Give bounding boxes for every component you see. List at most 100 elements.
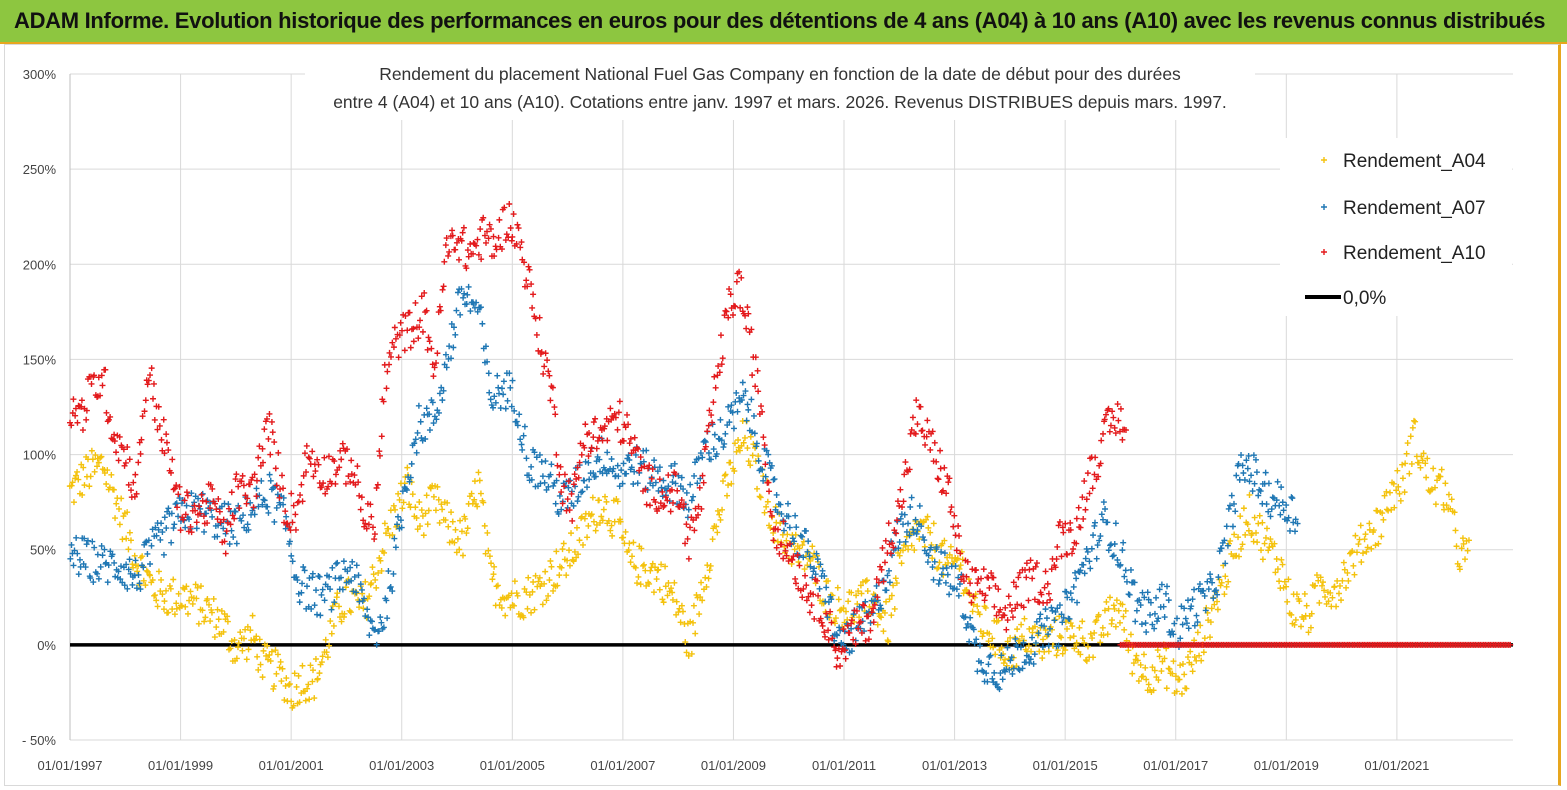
data-point [634, 480, 641, 487]
data-point [1170, 631, 1177, 638]
data-point [1014, 601, 1021, 608]
data-point [571, 548, 578, 555]
data-point [299, 662, 306, 669]
data-point [383, 385, 390, 392]
data-point [1233, 472, 1240, 479]
data-point [575, 493, 582, 500]
data-point [881, 609, 888, 616]
data-point [293, 574, 300, 581]
data-point [218, 607, 225, 614]
data-point [1092, 454, 1099, 461]
data-point [173, 605, 180, 612]
data-point [761, 442, 768, 449]
data-point [140, 577, 147, 584]
data-point [1187, 648, 1194, 655]
data-point [1137, 661, 1144, 668]
data-point [273, 504, 280, 511]
data-point [312, 468, 319, 475]
data-point [327, 586, 334, 593]
data-point [392, 544, 399, 551]
data-point [315, 461, 322, 468]
y-tick-label: - 50% [22, 733, 56, 748]
data-point [1218, 545, 1225, 552]
data-point [1229, 523, 1236, 530]
data-point [488, 560, 495, 567]
data-point [1044, 580, 1051, 587]
data-point [172, 501, 179, 508]
data-point [665, 483, 672, 490]
data-point [1240, 470, 1247, 477]
data-point [436, 519, 443, 526]
data-point [242, 626, 249, 633]
data-point [124, 509, 131, 516]
data-point [327, 618, 334, 625]
data-point [946, 551, 953, 558]
data-point [922, 441, 929, 448]
data-point [426, 427, 433, 434]
data-point [916, 536, 923, 543]
data-point [1162, 590, 1169, 597]
data-point [348, 457, 355, 464]
data-point [521, 585, 528, 592]
data-point [999, 676, 1006, 683]
data-point [930, 576, 937, 583]
data-point [661, 502, 668, 509]
data-point [454, 535, 461, 542]
data-point [963, 573, 970, 580]
data-point [259, 674, 266, 681]
data-point [442, 517, 449, 524]
data-point [1269, 494, 1276, 501]
data-point [490, 404, 497, 411]
data-point [546, 577, 553, 584]
data-point [1151, 667, 1158, 674]
data-point [835, 596, 842, 603]
data-point [852, 640, 859, 647]
data-point [821, 629, 828, 636]
data-point [544, 357, 551, 364]
data-point [988, 570, 995, 577]
data-point [899, 504, 906, 511]
data-point [1058, 634, 1065, 641]
data-point [514, 592, 521, 599]
data-point [985, 638, 992, 645]
data-point [1386, 489, 1393, 496]
data-point [205, 601, 212, 608]
data-point [518, 239, 525, 246]
data-point [921, 537, 928, 544]
data-point [724, 492, 731, 499]
data-point [264, 503, 271, 510]
data-point [1327, 589, 1334, 596]
data-point [1251, 514, 1258, 521]
data-point [176, 495, 183, 502]
data-point [727, 459, 734, 466]
data-point [1259, 556, 1266, 563]
data-point [360, 605, 367, 612]
data-point [239, 472, 246, 479]
y-tick-label: 0% [37, 638, 56, 653]
data-point [799, 533, 806, 540]
data-point [910, 529, 917, 536]
data-point [1395, 483, 1402, 490]
data-point [414, 429, 421, 436]
data-point [1171, 620, 1178, 627]
data-point [905, 520, 912, 527]
data-point [1045, 590, 1052, 597]
legend: Rendement_A04Rendement_A07Rendement_A100… [1280, 138, 1512, 316]
data-point [982, 592, 989, 599]
data-point [273, 670, 280, 677]
data-point [998, 652, 1005, 659]
data-point [233, 540, 240, 547]
data-point [1079, 618, 1086, 625]
data-point [91, 544, 98, 551]
data-point [305, 681, 312, 688]
data-point [371, 531, 378, 538]
data-point [646, 502, 653, 509]
data-point [614, 462, 621, 469]
data-point [808, 602, 815, 609]
data-point [347, 564, 354, 571]
data-point [919, 534, 926, 541]
data-point [564, 496, 571, 503]
data-point [1032, 563, 1039, 570]
data-point [702, 443, 709, 450]
data-point [548, 563, 555, 570]
